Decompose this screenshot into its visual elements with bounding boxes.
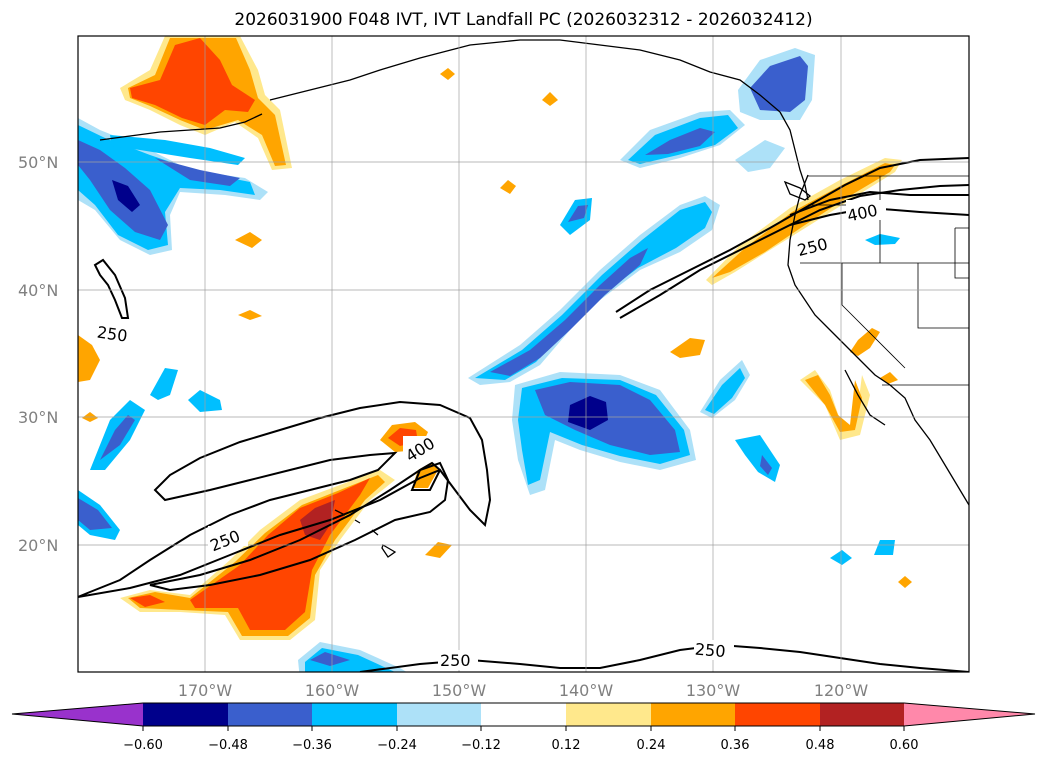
blue-field-e32-mid [705,368,745,414]
warm-field-north-strong [130,38,255,125]
contour-250-ne [619,184,969,319]
colorbar-tick-label: −0.48 [208,738,248,753]
blue-field-e20 [874,540,895,555]
map-layers: 250 400 250 400 250 250 250 [78,36,969,672]
blue-field-w30-core [100,415,135,460]
lat-label-30n: 30°N [18,408,58,427]
latitude-labels: 50°N 40°N 30°N 20°N [18,153,58,555]
lon-label-170w: 170°W [178,681,233,700]
state-border-ut-co [954,227,969,279]
lon-label-140w: 140°W [559,681,614,700]
lat-label-20n: 20°N [18,536,58,555]
colorbar-segment-1 [143,703,228,726]
colorbar-tick-label: −0.60 [123,738,163,753]
longitude-labels: 170°W 160°W 150°W 140°W 130°W 120°W [178,681,869,700]
blue-aleutian-strip [110,135,245,165]
bc-coastline [779,111,809,201]
ivt-contours [78,157,969,672]
blue-field-w23-core [78,498,112,530]
colorbar-tick-label: −0.24 [377,738,417,753]
blue-field-e27-core [760,455,772,475]
colorbar-tick-label: −0.36 [292,738,332,753]
blue-field-w32 [150,368,178,400]
warm-field-small-4 [235,232,262,248]
coastlines [99,39,969,558]
aleutian-islands [99,113,263,141]
warm-field-small-9 [542,92,558,106]
colorbar-segment-5 [481,703,566,726]
colorbar-tick-label: 0.60 [890,738,919,753]
warm-field-small-5 [670,338,705,358]
blue-field-nw-strong [78,140,240,240]
lat-label-40n: 40°N [18,281,58,300]
contour-250-hawaii-outer [78,400,492,598]
colorbar-segment-9 [820,703,904,726]
colorbar-segment-3 [312,703,397,726]
colorbar-ticks [142,726,905,731]
lon-label-130w: 130°W [686,681,741,700]
lon-label-120w: 120°W [814,681,869,700]
colorbar: −0.60 −0.48 −0.36 −0.24 −0.12 0.12 0.24 … [11,702,1036,753]
colorbar-tick-label: 0.48 [806,738,835,753]
baja-peninsula [844,369,886,426]
colorbar-segment-2 [228,703,312,726]
warm-field-baja-mid [805,375,862,432]
blue-field-e41 [865,234,900,245]
warm-field-small-3 [425,542,452,558]
blue-field-central-core [568,396,608,430]
warm-field-small-7 [500,180,516,194]
alaska-coastline [269,39,781,113]
blue-field-goa-strong [645,128,715,155]
warm-field-small-11 [238,310,262,320]
contour-label-250-south-2: 250 [694,640,726,662]
blue-field-midocean-small-core [568,205,588,222]
colorbar-segment-4 [397,703,481,726]
warm-band-hawaii-core [300,500,335,540]
negative-pc-fields [78,48,900,672]
contour-250-north [93,258,130,319]
contour-label-250-south-1: 250 [440,651,471,670]
hawaii-islands [334,509,397,558]
contour-400-hawaii [149,461,450,592]
contour-label-250-nw: 250 [96,323,129,346]
political-borders [800,175,969,386]
contour-400-small [410,461,442,491]
blue-field-nw-core [112,180,140,212]
graticule [78,36,969,672]
us-west-coastline [787,174,969,506]
colorbar-tick-label: 0.12 [552,738,581,753]
state-border-nv-ut [917,263,969,329]
warm-field-small-12 [898,576,912,588]
contour-labels: 250 400 250 400 250 250 250 [96,200,886,670]
colorbar-segment-8 [735,703,820,726]
blue-field-hawaii-south-strong [310,652,350,666]
contour-250-ne-upper [615,157,969,313]
map-frame [77,35,970,673]
blue-field-bc-coast [735,140,785,172]
colorbar-tick-label: 0.36 [721,738,750,753]
lat-label-50n: 50°N [18,153,58,172]
colorbar-segment-overflow [904,703,1035,726]
state-border-ca-nv [841,263,906,369]
contour-250-south [359,643,969,672]
colorbar-segment-7 [651,703,735,726]
colorbar-tick-label: 0.24 [637,738,666,753]
warm-field-small-8 [440,68,455,80]
map-title: 2026031900 F048 IVT, IVT Landfall PC (20… [234,10,813,30]
colorbar-segment-underflow [12,703,143,726]
colorbar-segment-6 [566,703,651,726]
lon-label-150w: 150°W [432,681,487,700]
blue-band-central-mid [475,202,712,380]
warm-field-west-edge [78,335,100,382]
blue-band-central-strong [490,248,648,376]
colorbar-tick-label: −0.12 [461,738,501,753]
warm-band-ar-mid [712,163,895,278]
vancouver-island [783,180,812,201]
lon-label-160w: 160°W [305,681,360,700]
